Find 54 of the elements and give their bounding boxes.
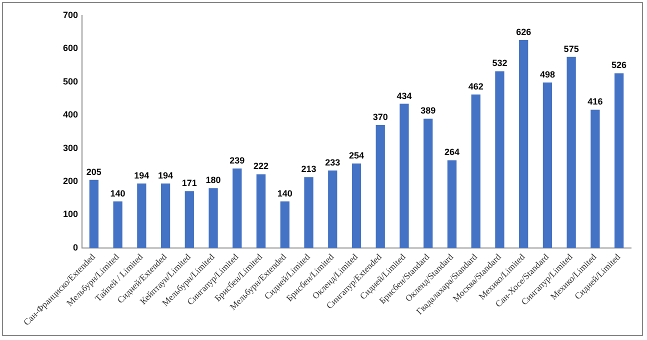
data-label: 205 <box>86 166 102 177</box>
bar <box>376 125 385 248</box>
bar <box>328 170 338 248</box>
bar <box>590 110 600 248</box>
y-tick-label: 500 <box>62 76 78 86</box>
data-label: 171 <box>182 178 197 188</box>
bar <box>232 168 242 248</box>
data-label: 498 <box>540 69 555 80</box>
data-label: 233 <box>325 158 340 168</box>
y-tick-label: 100 <box>62 209 78 220</box>
data-label: 213 <box>301 164 316 174</box>
bar <box>447 160 457 248</box>
bar <box>184 191 194 248</box>
bar <box>542 82 552 248</box>
bar <box>614 73 624 248</box>
data-label: 434 <box>396 90 412 101</box>
data-label: 575 <box>564 44 579 54</box>
bar <box>137 183 146 248</box>
bar <box>160 183 170 248</box>
data-label: 264 <box>444 147 460 158</box>
bar <box>280 201 290 248</box>
bar <box>471 94 480 248</box>
data-label: 239 <box>230 156 245 166</box>
y-tick-label: 300 <box>62 142 78 153</box>
y-tick-label: 0 <box>72 242 78 252</box>
y-tick-label: 200 <box>62 176 78 186</box>
data-label: 194 <box>134 170 150 180</box>
bar <box>304 177 314 248</box>
y-tick-label: 400 <box>62 110 78 120</box>
bar <box>566 56 576 248</box>
bar <box>424 118 433 248</box>
bar <box>495 71 504 248</box>
bar <box>256 174 266 248</box>
bar <box>89 180 98 248</box>
data-label: 626 <box>516 26 532 37</box>
data-label: 526 <box>612 60 627 70</box>
data-label: 194 <box>158 170 174 180</box>
data-label: 254 <box>348 150 364 161</box>
bar <box>400 104 409 248</box>
data-label: 140 <box>277 188 292 198</box>
data-label: 416 <box>588 96 603 107</box>
bar <box>352 164 362 248</box>
y-tick-label: 600 <box>62 43 78 54</box>
bar <box>113 201 122 248</box>
data-label: 462 <box>468 81 484 92</box>
data-label: 222 <box>254 161 269 172</box>
bar <box>208 188 218 248</box>
data-label: 532 <box>492 58 508 68</box>
data-label: 370 <box>372 112 388 122</box>
y-tick-label: 700 <box>62 10 78 20</box>
bar <box>519 40 528 248</box>
data-label: 180 <box>206 175 221 186</box>
data-label: 389 <box>420 106 436 116</box>
data-label: 140 <box>110 188 126 198</box>
